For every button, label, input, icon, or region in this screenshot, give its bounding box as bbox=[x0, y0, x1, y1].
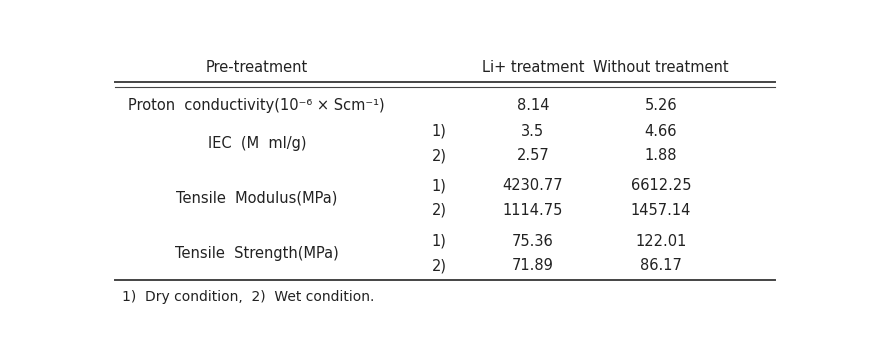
Text: 1114.75: 1114.75 bbox=[503, 202, 563, 218]
Text: IEC  (M  ml/g): IEC (M ml/g) bbox=[208, 136, 306, 151]
Text: 4230.77: 4230.77 bbox=[502, 178, 563, 193]
Text: 8.14: 8.14 bbox=[517, 98, 549, 113]
Text: 1): 1) bbox=[432, 178, 447, 193]
Text: 1)  Dry condition,  2)  Wet condition.: 1) Dry condition, 2) Wet condition. bbox=[122, 290, 375, 304]
Text: Proton  conductivity(10⁻⁶ × Scm⁻¹): Proton conductivity(10⁻⁶ × Scm⁻¹) bbox=[129, 98, 385, 113]
Text: 122.01: 122.01 bbox=[635, 234, 687, 249]
Text: Tensile  Modulus(MPa): Tensile Modulus(MPa) bbox=[176, 190, 337, 205]
Text: 2): 2) bbox=[432, 258, 447, 274]
Text: 75.36: 75.36 bbox=[512, 234, 554, 249]
Text: 1.88: 1.88 bbox=[645, 148, 677, 163]
Text: 6612.25: 6612.25 bbox=[631, 178, 691, 193]
Text: 1): 1) bbox=[432, 234, 447, 249]
Text: Without treatment: Without treatment bbox=[593, 59, 729, 74]
Text: 71.89: 71.89 bbox=[512, 258, 554, 274]
Text: 1457.14: 1457.14 bbox=[631, 202, 691, 218]
Text: 1): 1) bbox=[432, 124, 447, 138]
Text: 3.5: 3.5 bbox=[521, 124, 545, 138]
Text: 2): 2) bbox=[432, 202, 447, 218]
Text: Tensile  Strength(MPa): Tensile Strength(MPa) bbox=[175, 246, 339, 261]
Text: 86.17: 86.17 bbox=[640, 258, 682, 274]
Text: Pre-treatment: Pre-treatment bbox=[206, 59, 308, 74]
Text: 2): 2) bbox=[432, 148, 447, 163]
Text: 4.66: 4.66 bbox=[645, 124, 677, 138]
Text: Li+ treatment: Li+ treatment bbox=[481, 59, 584, 74]
Text: 5.26: 5.26 bbox=[645, 98, 677, 113]
Text: 2.57: 2.57 bbox=[516, 148, 549, 163]
